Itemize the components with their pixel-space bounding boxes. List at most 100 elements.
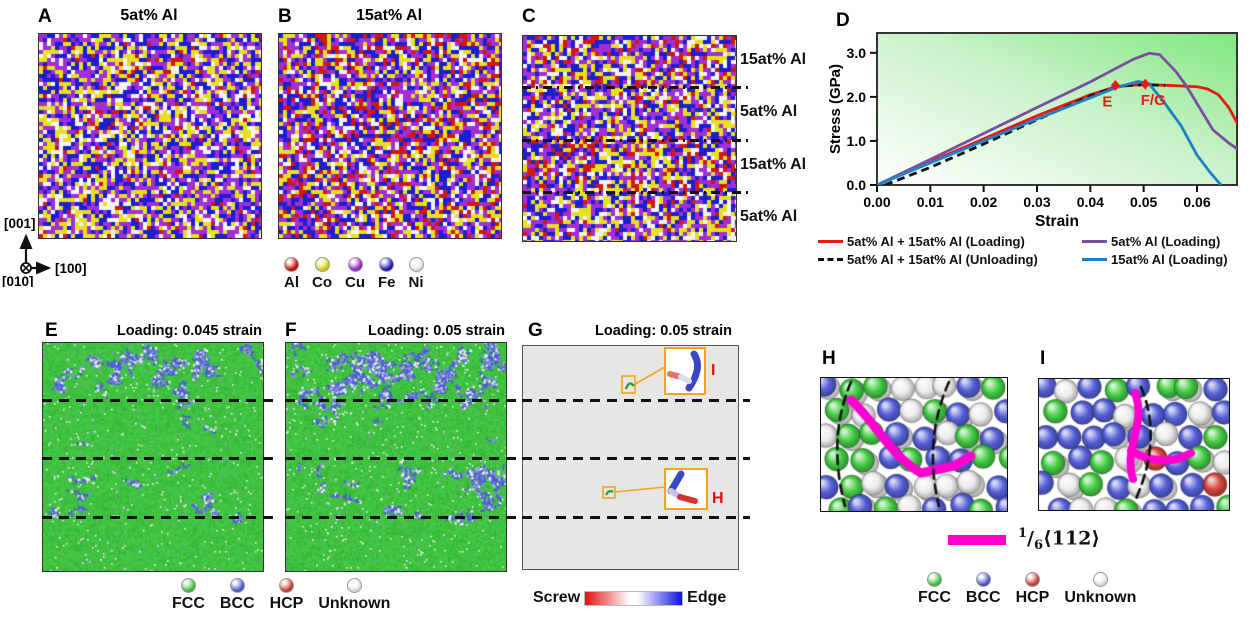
legend-item-cu: Cu — [345, 257, 365, 291]
fcc-dot — [180, 578, 196, 593]
burgers-denominator: 6 — [1034, 538, 1044, 554]
cu-label: Cu — [345, 274, 365, 291]
burgers-vector-legend: 1/6⟨112⟩ — [948, 526, 1100, 553]
element-legend: Al Co Cu Fe Ni — [284, 257, 424, 291]
co-dot — [314, 257, 330, 272]
atomic-closeup-h — [821, 378, 1007, 511]
svg-text:0.03: 0.03 — [1023, 194, 1050, 210]
legend-item-co: Co — [312, 257, 332, 291]
panel-f-title: Loading: 0.05 strain — [368, 323, 505, 339]
svg-text:0.04: 0.04 — [1077, 194, 1104, 210]
svg-text:0.06: 0.06 — [1183, 194, 1210, 210]
fcc-label: FCC — [172, 595, 205, 612]
fe-label: Fe — [378, 274, 396, 291]
panel-g-title: Loading: 0.05 strain — [595, 323, 732, 339]
layer-boundary-line — [285, 457, 519, 460]
structure-legend-left: FCC BCC HCP Unknown — [172, 578, 390, 613]
burgers-direction: ⟨112⟩ — [1043, 527, 1101, 550]
layer-boundary-line — [285, 399, 519, 402]
inset-label-i: I — [711, 362, 715, 379]
axis-label-100: [100] — [55, 261, 87, 276]
layer-boundary-line — [522, 139, 750, 142]
svg-text:0.05: 0.05 — [1130, 194, 1157, 210]
inset-label-h: H — [712, 490, 724, 507]
structure-legend-right: FCC BCC HCP Unknown — [918, 572, 1136, 607]
svg-text:0.00: 0.00 — [863, 194, 890, 210]
unknown-dot — [346, 578, 362, 593]
alloy-map-5at — [39, 34, 261, 238]
panel-a-label: A — [38, 6, 52, 27]
layer-boundary-line — [42, 457, 276, 460]
burgers-numerator: 1 — [1018, 526, 1028, 541]
chart-legend: 5at% Al + 15at% Al (Loading) 5at% Al (Loa… — [818, 234, 1228, 267]
layer-boundary-line — [42, 516, 276, 519]
layer-label-3: 15at% Al — [740, 156, 807, 173]
legend-item-ni: Ni — [408, 257, 424, 291]
svg-text:0.0: 0.0 — [847, 177, 867, 193]
layer-boundary-line — [42, 399, 276, 402]
svg-text:0.01: 0.01 — [917, 194, 944, 210]
alloy-map-15at — [279, 34, 501, 238]
hcp-dot — [1024, 572, 1040, 587]
svg-text:E: E — [1102, 93, 1112, 110]
burgers-vector-swatch — [948, 534, 1006, 545]
panel-i-box — [1038, 378, 1230, 511]
dislocation-annotations: I H — [602, 347, 724, 510]
panel-h-box — [820, 377, 1008, 512]
svg-text:0.02: 0.02 — [970, 194, 997, 210]
unknown-label: Unknown — [1064, 589, 1137, 606]
chart-legend-item: 5at% Al + 15at% Al (Unloading) — [818, 252, 1078, 267]
layer-label-4: 5at% Al — [740, 208, 798, 225]
layer-boundary-line — [522, 516, 750, 519]
al-label: Al — [284, 274, 299, 291]
screw-edge-colorbar — [584, 590, 684, 606]
layer-boundary-line — [522, 191, 750, 194]
layer-boundary-line — [522, 86, 750, 89]
ni-label: Ni — [408, 274, 424, 291]
panel-b-label: B — [278, 6, 292, 27]
svg-text:2.0: 2.0 — [847, 89, 867, 105]
panel-a-map — [38, 33, 262, 239]
burgers-vector-label: 1/6⟨112⟩ — [1018, 526, 1100, 553]
chart-legend-item: 5at% Al + 15at% Al (Loading) — [818, 234, 1078, 249]
panel-i-label: I — [1040, 348, 1046, 369]
svg-text:Strain: Strain — [1035, 213, 1079, 230]
stress-strain-chart: 0.0 1.0 2.0 3.0 0.00 0.01 0.02 0.03 0.04 0.05 0.06… — [827, 32, 1238, 230]
screw-label: Screw — [533, 589, 581, 606]
panel-e-label: E — [45, 320, 58, 341]
bcc-label: BCC — [965, 589, 1001, 606]
hcp-label: HCP — [1015, 589, 1050, 606]
layer-boundary-line — [522, 399, 750, 402]
bcc-dot — [229, 578, 245, 593]
axis-label-010: [010] — [2, 274, 34, 287]
svg-text:F/G: F/G — [1141, 92, 1166, 109]
svg-text:Stress (GPa): Stress (GPa) — [827, 64, 844, 154]
chart-legend-item: 15at% Al (Loading) — [1082, 252, 1228, 267]
layer-label-2: 5at% Al — [740, 103, 798, 120]
svg-text:1.0: 1.0 — [847, 133, 867, 149]
panel-g-label: G — [528, 320, 543, 341]
panel-d-label: D — [836, 10, 850, 31]
legend-item-fe: Fe — [378, 257, 396, 291]
bcc-label: BCC — [219, 595, 255, 612]
panel-h-label: H — [822, 348, 836, 369]
fe-dot — [379, 257, 395, 272]
layer-boundary-line — [285, 516, 519, 519]
hcp-label: HCP — [269, 595, 304, 612]
bcc-dot — [975, 572, 991, 587]
panel-b-map — [278, 33, 502, 239]
fcc-dot — [926, 572, 942, 587]
panel-c-map — [522, 35, 737, 242]
crystal-axes-marker: [001] [100] [010] — [2, 216, 87, 287]
hcp-dot — [278, 578, 294, 593]
panel-f-label: F — [285, 320, 297, 341]
layer-label-1: 15at% Al — [740, 51, 807, 68]
screw-edge-legend: Screw Edge — [533, 589, 726, 607]
cu-dot — [347, 257, 363, 272]
unknown-label: Unknown — [318, 595, 391, 612]
ni-dot — [408, 257, 424, 272]
svg-text:3.0: 3.0 — [847, 45, 867, 61]
atomic-closeup-i — [1039, 379, 1229, 510]
al-dot — [284, 257, 299, 272]
co-label: Co — [312, 274, 332, 291]
